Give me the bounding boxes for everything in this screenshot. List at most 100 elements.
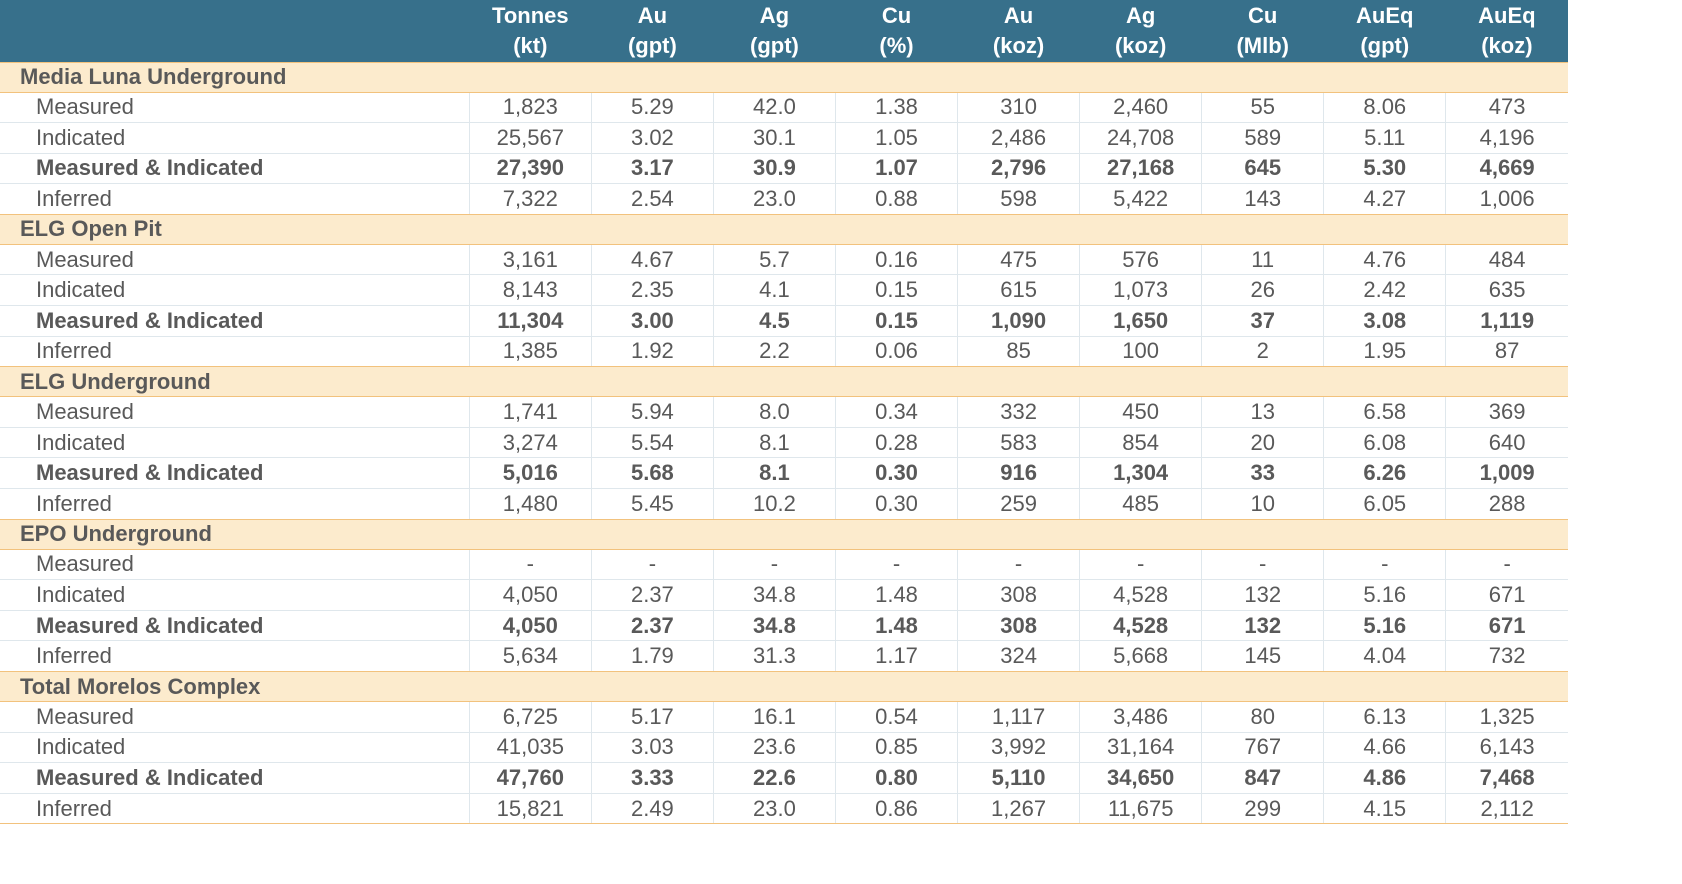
column-unit: (gpt) bbox=[1360, 32, 1410, 58]
table-cell: 4.66 bbox=[1323, 732, 1446, 764]
table-cell: 16.1 bbox=[712, 701, 836, 733]
row-label: Indicated bbox=[0, 427, 470, 459]
table-cell: 645 bbox=[1201, 153, 1324, 185]
table-row: Measured 1,741 5.94 8.0 0.34 332 450 13 6.58 369 bbox=[0, 396, 1568, 428]
table-cell: 26 bbox=[1201, 274, 1324, 307]
table-cell: 308 bbox=[957, 610, 1080, 642]
table-cell: 27,390 bbox=[468, 153, 592, 185]
row-label: Measured bbox=[0, 244, 470, 276]
table-cell: - bbox=[712, 549, 836, 581]
table-row: Measured 3,161 4.67 5.7 0.16 475 576 11 4.76 484 bbox=[0, 244, 1568, 276]
table-cell: 55 bbox=[1201, 92, 1324, 124]
table-cell: 6.05 bbox=[1323, 488, 1446, 520]
column-name: Ag bbox=[759, 2, 790, 28]
table-cell: 1.38 bbox=[834, 92, 958, 124]
table-cell: 11 bbox=[1201, 244, 1324, 276]
table-cell: 640 bbox=[1445, 427, 1568, 459]
row-label: Inferred bbox=[0, 488, 470, 520]
table-cell: 635 bbox=[1445, 274, 1568, 307]
table-cell: 8.1 bbox=[712, 457, 836, 490]
table-cell: - bbox=[590, 549, 714, 581]
table-cell: 450 bbox=[1079, 396, 1202, 428]
table-cell: 671 bbox=[1445, 579, 1568, 611]
table-cell: 80 bbox=[1201, 701, 1324, 733]
table-cell: 732 bbox=[1445, 640, 1568, 672]
section-title: Total Morelos Complex bbox=[0, 671, 1568, 702]
table-row: Indicated 41,035 3.03 23.6 0.85 3,992 31,164 76… bbox=[0, 732, 1568, 764]
column-header: Cu (Mlb) bbox=[1201, 0, 1324, 62]
table-cell: 6.08 bbox=[1323, 427, 1446, 459]
column-unit: (%) bbox=[879, 32, 914, 58]
table-cell: 1,117 bbox=[957, 701, 1080, 733]
table-cell: 0.54 bbox=[834, 701, 958, 733]
mineral-resource-table: Tonnes (kt) Au (gpt) Ag (gpt) Cu (%) Au (koz)… bbox=[0, 0, 1568, 825]
table-cell: 2.37 bbox=[590, 610, 714, 642]
column-header: Cu (%) bbox=[835, 0, 958, 62]
table-row: Measured & Indicated 47,760 3.33 22.6 0.80 5,… bbox=[0, 762, 1568, 794]
table-cell: 288 bbox=[1445, 488, 1568, 520]
table-cell: 47,760 bbox=[468, 762, 592, 794]
table-cell: 583 bbox=[957, 427, 1080, 459]
table-row: Measured & Indicated 4,050 2.37 34.8 1.48 308… bbox=[0, 610, 1568, 642]
table-cell: 1,650 bbox=[1079, 305, 1202, 337]
table-cell: 30.1 bbox=[712, 122, 836, 154]
table-cell: 31.3 bbox=[712, 640, 836, 672]
section-header-row: ELG Open Pit bbox=[0, 213, 1568, 245]
table-cell: 24,708 bbox=[1079, 122, 1202, 154]
column-header: AuEq (gpt) bbox=[1323, 0, 1446, 62]
table-cell: 1,090 bbox=[957, 305, 1080, 337]
section-header-row: EPO Underground bbox=[0, 518, 1568, 550]
table-cell: 5.16 bbox=[1323, 610, 1446, 642]
table-cell: 473 bbox=[1445, 92, 1568, 124]
table-cell: 2,112 bbox=[1445, 793, 1568, 825]
table-cell: 5.68 bbox=[590, 457, 714, 490]
table-cell: 0.28 bbox=[834, 427, 958, 459]
table-cell: 22.6 bbox=[712, 762, 836, 794]
table-cell: 10.2 bbox=[712, 488, 836, 520]
column-unit: (Mlb) bbox=[1236, 32, 1289, 58]
table-cell: 7,322 bbox=[468, 183, 592, 215]
table-cell: - bbox=[1445, 549, 1568, 581]
row-label: Measured bbox=[0, 549, 470, 581]
table-cell: 0.34 bbox=[834, 396, 958, 428]
table-cell: 100 bbox=[1079, 336, 1202, 368]
table-cell: 767 bbox=[1201, 732, 1324, 764]
table-cell: - bbox=[834, 549, 958, 581]
table-cell: 1.17 bbox=[834, 640, 958, 672]
column-name: Cu bbox=[1248, 2, 1278, 28]
table-cell: 1,304 bbox=[1079, 457, 1202, 490]
table-cell: 916 bbox=[957, 457, 1080, 490]
table-cell: 41,035 bbox=[468, 732, 592, 764]
table-cell: 4.1 bbox=[712, 274, 836, 307]
table-cell: 15,821 bbox=[468, 793, 592, 825]
table-cell: 1.48 bbox=[834, 579, 958, 611]
header-row: Tonnes (kt) Au (gpt) Ag (gpt) Cu (%) Au (koz)… bbox=[0, 0, 1568, 62]
table-cell: 1.92 bbox=[590, 336, 714, 368]
table-cell: 0.15 bbox=[834, 274, 958, 307]
table-cell: 1.48 bbox=[834, 610, 958, 642]
section-title: ELG Open Pit bbox=[0, 213, 1568, 245]
table-cell: 11,675 bbox=[1079, 793, 1202, 825]
row-label: Measured & Indicated bbox=[0, 457, 470, 490]
section-header-row: ELG Underground bbox=[0, 366, 1568, 398]
column-unit: (gpt) bbox=[627, 32, 677, 58]
table-cell: 2,486 bbox=[957, 122, 1080, 154]
table-cell: 0.86 bbox=[834, 793, 958, 825]
row-label: Inferred bbox=[0, 336, 470, 368]
table-cell: 0.30 bbox=[834, 488, 958, 520]
table-cell: 143 bbox=[1201, 183, 1324, 215]
table-cell: 4.76 bbox=[1323, 244, 1446, 276]
row-label: Measured bbox=[0, 701, 470, 733]
table-cell: 4.86 bbox=[1323, 762, 1446, 794]
table-cell: 4.5 bbox=[712, 305, 836, 337]
table-row: Inferred 1,480 5.45 10.2 0.30 259 485 10 6.05 288 bbox=[0, 488, 1568, 520]
table-cell: 5.16 bbox=[1323, 579, 1446, 611]
table-row: Indicated 4,050 2.37 34.8 1.48 308 4,528 132 5.1… bbox=[0, 579, 1568, 611]
table-cell: 5.7 bbox=[712, 244, 836, 276]
table-cell: 2.54 bbox=[590, 183, 714, 215]
table-cell: 1,325 bbox=[1445, 701, 1568, 733]
table-cell: 1.07 bbox=[834, 153, 958, 185]
table-cell: 5,110 bbox=[957, 762, 1080, 794]
table-cell: 589 bbox=[1201, 122, 1324, 154]
table-cell: 3.08 bbox=[1323, 305, 1446, 337]
